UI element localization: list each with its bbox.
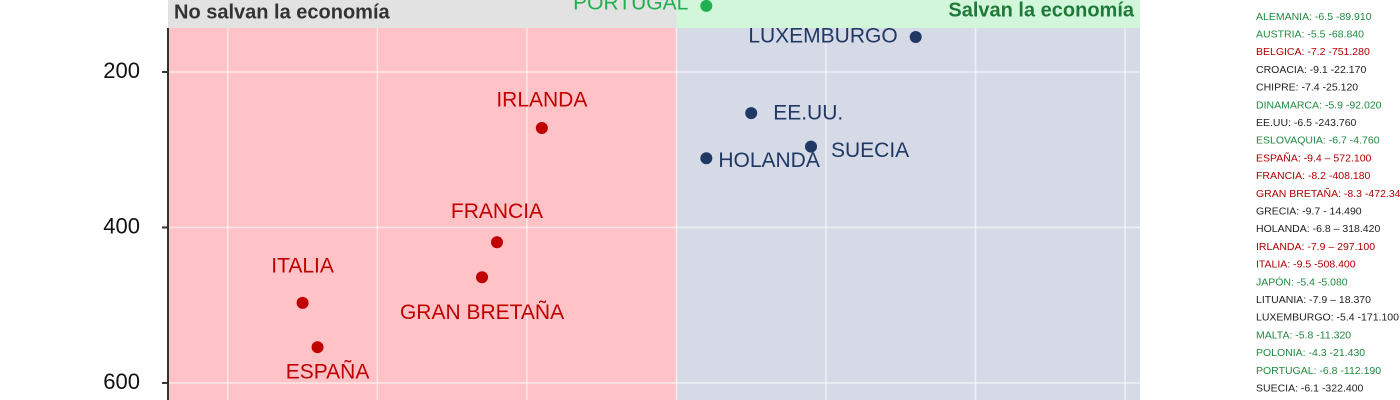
point-label: ESPAÑA [286,360,370,384]
legend-entry: LITUANIA: -7.9 – 18.370 [1256,294,1371,306]
legend-entry: SUECIA: -6.1 -322.400 [1256,382,1364,394]
point [700,0,713,12]
point [535,121,548,134]
point [311,341,324,354]
legend-entry: CHIPRE: -7.4 -25.120 [1256,82,1358,94]
legend-entry: ITALIA: -9.5 -508.400 [1256,259,1356,271]
region [168,28,677,400]
point-label: PORTUGAL [573,0,688,14]
point-label: EE.UU. [773,102,843,125]
region-label: No salvan la economía [174,1,391,23]
legend-entry: GRAN BRETAÑA: -8.3 -472.340 [1256,187,1400,200]
region-header [676,0,1140,28]
region-label: Salvan la economía [948,0,1135,21]
legend-entry: JAPÓN: -5.4 -5.080 [1256,275,1348,288]
legend-entry: FRANCIA: -8.2 -408.180 [1256,170,1371,182]
point [909,30,922,43]
point [476,271,489,284]
point [700,152,713,165]
legend-entry: PORTUGAL: -6.8 -112.190 [1256,365,1381,377]
legend-entry: DINAMARCA: -5.9 -92.020 [1256,99,1382,111]
point [296,296,309,309]
point-label: SUECIA [831,139,909,162]
legend-entry: BELGICA: -7.2 -751.280 [1256,46,1370,58]
legend-entry: ESLOVAQUIA: -6.7 -4.760 [1256,135,1380,147]
legend-entry: HOLANDA: -6.8 – 318.420 [1256,223,1380,235]
point-label: HOLANDA [718,149,820,172]
y-tick-label: 200 [103,58,140,83]
point [490,236,503,249]
point-label: FRANCIA [451,200,543,223]
region-header [168,0,677,28]
legend-entry: CROACIA: -9.1 -22.170 [1256,64,1366,76]
point [745,107,758,120]
legend-entry: LUXEMBURGO: -5.4 -171.100 [1256,312,1399,324]
legend-entry: GRECIA: -9.7 - 14.490 [1256,205,1362,217]
legend-entry: MALTA: -5.8 -11.320 [1256,329,1351,341]
point-label: GRAN BRETAÑA [400,300,564,324]
legend-entry: POLONIA: -4.3 -21.430 [1256,347,1365,359]
point [805,140,818,153]
point-label: IRLANDA [496,88,587,111]
region [676,28,1140,400]
legend-entry: AUSTRIA: -5.5 -68.840 [1256,28,1364,40]
point-label: LUXEMBURGO [748,25,897,48]
legend-entry: ALEMANIA: -6.5 -89.910 [1256,11,1372,23]
legend-entry: ESPAÑA: -9.4 – 572.100 [1256,151,1372,164]
y-tick-label: 400 [103,213,140,238]
point-label: ITALIA [271,254,334,277]
legend-entry: EE.UU: -6.5 -243.760 [1256,117,1357,129]
y-tick-label: 600 [103,369,140,394]
legend-entry: IRLANDA: -7.9 – 297.100 [1256,241,1375,253]
